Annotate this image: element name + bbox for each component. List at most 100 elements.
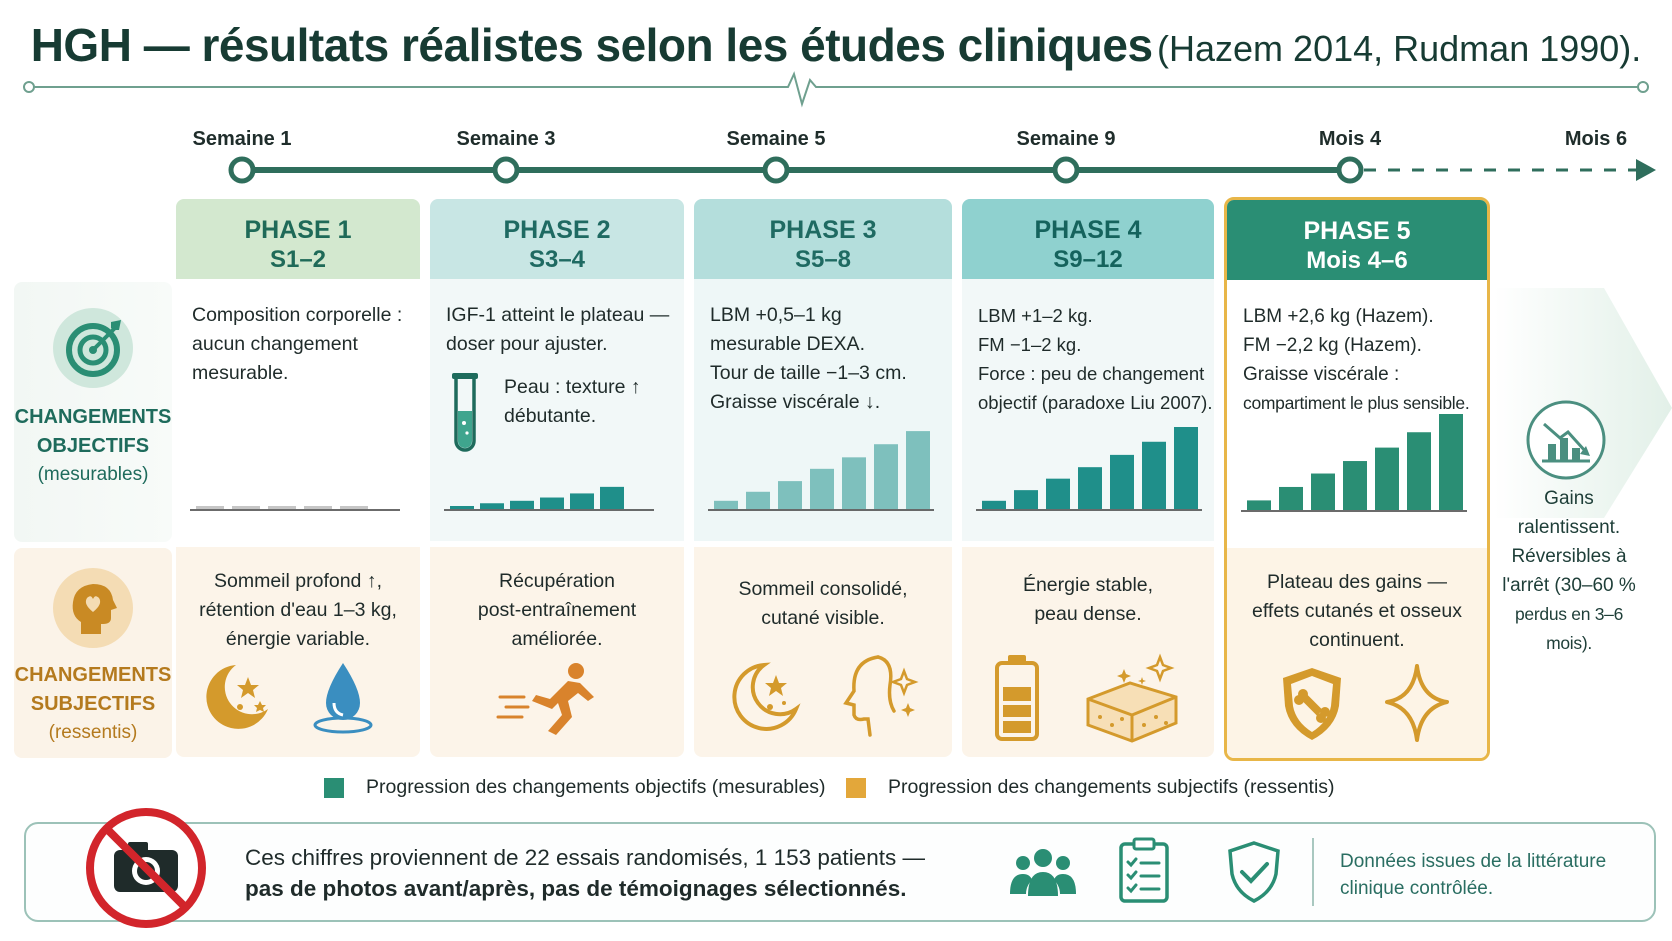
text-line: Force : peu de changement	[978, 363, 1205, 384]
phase-range: Mois 4–6	[1306, 247, 1408, 274]
phase-header: PHASE 2 S3–4	[430, 199, 684, 279]
phase-subjective-cell: Énergie stable, peau dense.	[962, 547, 1214, 757]
text-line: doser pour ajuster.	[446, 333, 608, 355]
legend-item-objective: Progression des changements objectifs (m…	[324, 776, 826, 799]
text-line: LBM +2,6 kg (Hazem).	[1243, 306, 1434, 327]
text-line: rétention d'eau 1–3 kg,	[199, 599, 397, 621]
progress-bars	[1241, 414, 1467, 512]
text-line: débutante.	[504, 405, 597, 427]
shield-check-icon	[1228, 841, 1280, 903]
text-line: LBM +0,5–1 kg	[710, 304, 842, 326]
row-title-objective-2: OBJECTIFS	[36, 435, 150, 457]
timeline-label-3: Semaine 5	[726, 128, 826, 150]
text-line: post-entraînement	[477, 599, 637, 621]
head-heart-icon	[53, 568, 133, 648]
phase-subjective-cell: Sommeil profond ↑, rétention d'eau 1–3 k…	[176, 547, 420, 757]
text-line: IGF-1 atteint le plateau —	[446, 304, 670, 326]
progress-bar	[1375, 447, 1399, 510]
text-line: compartiment le plus sensible.	[1243, 393, 1470, 413]
progress-bar	[1142, 441, 1166, 509]
phase-subjective-cell: Plateau des gains — effets cutanés et os…	[1227, 548, 1487, 758]
progress-bar	[842, 457, 866, 509]
phase-objective-cell: LBM +2,6 kg (Hazem). FM −2,2 kg (Hazem).…	[1227, 280, 1487, 542]
disclaimer-text: Ces chiffres proviennent de 22 essais ra…	[245, 842, 925, 904]
disclaimer-line-1: Ces chiffres proviennent de 22 essais ra…	[245, 845, 925, 870]
progress-bar	[1110, 454, 1134, 509]
face-sparkle-icon	[843, 655, 919, 737]
legend-label: Progression des changements objectifs (m…	[366, 776, 826, 798]
phase-header: PHASE 4 S9–12	[962, 199, 1214, 279]
timeline-track	[228, 156, 1656, 184]
phase-objective-text: IGF-1 atteint le plateau — doser pour aj…	[446, 301, 669, 359]
row-label-subjective: CHANGEMENTS SUBJECTIFS (ressentis)	[14, 548, 172, 758]
phase-subjective-cell: Récupération post-entraînement améliorée…	[430, 547, 684, 757]
text-line: peau dense.	[1034, 603, 1142, 625]
progress-bar	[268, 506, 296, 509]
text-line: Réversibles à	[1511, 546, 1627, 567]
progress-bar	[232, 506, 260, 509]
row-sub-objective: (mesurables)	[37, 464, 149, 485]
progress-bar	[746, 491, 770, 509]
running-person-icon	[496, 663, 594, 735]
phase-column-2: PHASE 2 S3–4 IGF-1 atteint le plateau — …	[430, 199, 684, 757]
phase-column-3: PHASE 3 S5–8 LBM +0,5–1 kg mesurable DEX…	[694, 199, 952, 757]
timeline-label-5: Mois 4	[1318, 128, 1382, 150]
text-line: Plateau des gains —	[1267, 571, 1447, 593]
progress-bar	[1014, 490, 1038, 509]
progress-bars	[190, 506, 400, 511]
phase-range: S1–2	[269, 246, 327, 273]
disclaimer-line-2: pas de photos avant/après, pas de témoig…	[245, 876, 907, 901]
phase-objective-text: LBM +1–2 kg. FM −1–2 kg. Force : peu de …	[978, 301, 1212, 417]
phase-name: PHASE 3	[769, 216, 877, 244]
text-line: effets cutanés et osseux	[1252, 600, 1462, 622]
divider	[1312, 838, 1314, 906]
text-line: aucun changement	[192, 333, 358, 355]
progress-bar	[1046, 478, 1070, 509]
text-line: FM −2,2 kg (Hazem).	[1243, 335, 1422, 356]
phase-objective-text: LBM +0,5–1 kg mesurable DEXA. Tour de ta…	[710, 301, 907, 417]
phase-objective-cell: LBM +0,5–1 kg mesurable DEXA. Tour de ta…	[694, 279, 952, 541]
legend: Progression des changements objectifs (m…	[0, 776, 1672, 806]
text-line: LBM +1–2 kg.	[978, 305, 1093, 326]
text-line: mesurable.	[192, 362, 289, 384]
text-line: Récupération	[499, 570, 615, 592]
phase-name: PHASE 5	[1303, 217, 1411, 245]
phase-name: PHASE 1	[244, 216, 352, 244]
title-main: HGH — résultats réalistes selon les étud…	[30, 19, 1153, 71]
text-line: ralentissent.	[1517, 517, 1621, 538]
progress-bar	[540, 497, 564, 509]
text-line: l'arrêt (30–60 %	[1502, 575, 1636, 596]
text-line: Sommeil consolidé,	[738, 578, 908, 600]
clipboard-checklist-icon	[1119, 837, 1169, 903]
progress-bar	[1247, 500, 1271, 510]
water-drop-icon	[313, 663, 373, 734]
progress-bar	[480, 503, 504, 509]
row-title-subjective-2: SUBJECTIFS	[30, 693, 156, 715]
phase-range: S5–8	[794, 246, 852, 273]
people-group-icon	[1010, 849, 1076, 896]
legend-swatch-gold	[846, 777, 866, 798]
phase-header: PHASE 1 S1–2	[176, 199, 420, 279]
progress-bars	[976, 427, 1202, 511]
battery-icon	[995, 655, 1039, 741]
text-line: Graisse viscérale ↓.	[710, 391, 881, 413]
page-title: HGH — résultats réalistes selon les étud…	[0, 18, 1672, 72]
row-title-objective-1: CHANGEMENTS	[14, 406, 172, 428]
phase-range: S9–12	[1053, 246, 1123, 273]
progress-bars	[444, 486, 654, 511]
phase-subjective-text: Sommeil consolidé, cutané visible.	[694, 575, 952, 633]
phase-column-4: PHASE 4 S9–12 LBM +1–2 kg. FM −1–2 kg. F…	[962, 199, 1214, 757]
text-line: perdus en 3–6 mois).	[1515, 604, 1623, 653]
declining-chart-icon	[1526, 400, 1606, 480]
no-camera-icon	[86, 808, 206, 928]
progress-bar	[510, 500, 534, 509]
phase-objective-text: Composition corporelle : aucun changemen…	[192, 301, 402, 388]
progress-bar	[196, 506, 224, 509]
progress-bar	[340, 506, 368, 509]
text-line: FM −1–2 kg.	[978, 334, 1082, 355]
moon-stars-outline-icon	[732, 662, 801, 731]
timeline-label-4: Semaine 9	[1016, 128, 1116, 150]
disclaimer-box	[24, 822, 1656, 922]
text-line: Gains	[1544, 488, 1594, 509]
skin-layer-icon	[1086, 653, 1178, 743]
